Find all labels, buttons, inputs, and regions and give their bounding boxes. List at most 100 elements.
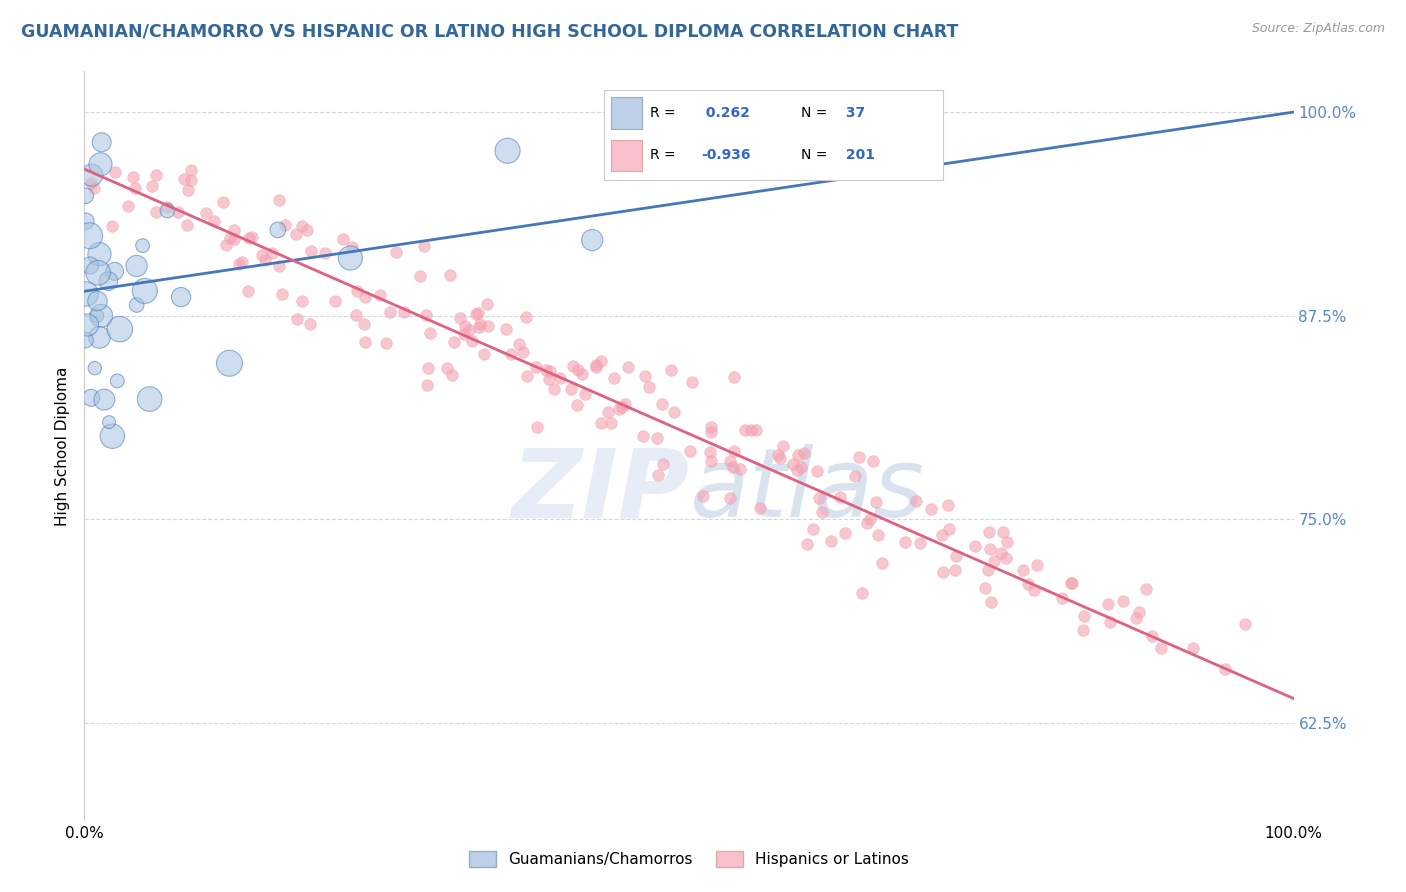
Point bbox=[87, 266, 110, 280]
Point bbox=[1135, 582, 1157, 596]
Point bbox=[990, 545, 1012, 559]
Point bbox=[105, 374, 128, 388]
Point bbox=[659, 362, 682, 376]
Point bbox=[645, 431, 668, 445]
Point bbox=[651, 457, 673, 471]
Point bbox=[607, 401, 630, 416]
Point bbox=[458, 323, 481, 337]
Point bbox=[141, 178, 163, 193]
Point bbox=[79, 228, 101, 243]
Point bbox=[567, 363, 589, 377]
Point bbox=[631, 429, 654, 443]
Point bbox=[613, 397, 636, 411]
Point bbox=[290, 219, 312, 234]
Point bbox=[766, 448, 789, 462]
Point bbox=[769, 451, 792, 466]
Point bbox=[945, 549, 967, 563]
Point bbox=[1097, 598, 1119, 612]
Point bbox=[156, 203, 179, 218]
Point bbox=[453, 327, 475, 342]
Point bbox=[219, 231, 242, 245]
Point bbox=[385, 245, 408, 260]
Point bbox=[228, 256, 250, 270]
Point bbox=[1025, 558, 1047, 573]
Point bbox=[416, 361, 439, 376]
Point bbox=[291, 294, 314, 309]
Point bbox=[212, 194, 235, 209]
Point bbox=[979, 541, 1001, 556]
Point bbox=[723, 444, 745, 458]
Point bbox=[808, 491, 831, 505]
Point bbox=[86, 293, 108, 308]
Point bbox=[938, 522, 960, 536]
Point bbox=[1098, 615, 1121, 630]
Point bbox=[516, 369, 538, 384]
Point bbox=[103, 264, 125, 278]
Point bbox=[314, 246, 336, 260]
Point bbox=[415, 309, 437, 323]
Point bbox=[983, 554, 1005, 568]
Point bbox=[561, 359, 583, 374]
Point bbox=[80, 176, 103, 190]
Point bbox=[439, 268, 461, 282]
Point bbox=[634, 369, 657, 384]
Point bbox=[1050, 591, 1073, 605]
Point bbox=[250, 248, 273, 262]
Point bbox=[75, 287, 97, 301]
Point bbox=[515, 310, 537, 324]
Point bbox=[772, 439, 794, 453]
Point bbox=[89, 157, 111, 171]
Point bbox=[354, 335, 377, 350]
Point bbox=[218, 356, 240, 370]
Point bbox=[340, 240, 363, 254]
Point bbox=[262, 246, 284, 260]
Point bbox=[80, 391, 103, 405]
Point bbox=[477, 319, 499, 334]
Point bbox=[581, 233, 603, 247]
Point bbox=[699, 445, 721, 459]
Point bbox=[789, 459, 811, 474]
Point bbox=[467, 306, 489, 320]
Point bbox=[936, 499, 959, 513]
Point bbox=[170, 290, 193, 304]
Point bbox=[202, 214, 225, 228]
Point bbox=[567, 398, 589, 412]
Point bbox=[700, 454, 723, 468]
Point bbox=[180, 173, 202, 187]
Point bbox=[585, 360, 607, 375]
Point bbox=[692, 489, 714, 503]
Point bbox=[413, 239, 436, 253]
Point bbox=[378, 305, 401, 319]
Point bbox=[138, 392, 160, 406]
Point bbox=[299, 317, 322, 331]
Point bbox=[1213, 662, 1236, 676]
Point bbox=[409, 269, 432, 284]
Point bbox=[512, 344, 534, 359]
Point bbox=[472, 347, 495, 361]
Point bbox=[134, 284, 156, 298]
Point bbox=[240, 229, 263, 244]
Point bbox=[441, 368, 464, 382]
Point bbox=[830, 490, 852, 504]
Point bbox=[1071, 623, 1094, 637]
Point bbox=[495, 322, 517, 336]
Point bbox=[496, 144, 519, 158]
Text: GUAMANIAN/CHAMORRO VS HISPANIC OR LATINO HIGH SCHOOL DIPLOMA CORRELATION CHART: GUAMANIAN/CHAMORRO VS HISPANIC OR LATINO… bbox=[21, 22, 959, 40]
Point bbox=[1073, 609, 1095, 624]
Point bbox=[1022, 583, 1045, 598]
Point bbox=[180, 163, 202, 178]
Point bbox=[253, 252, 276, 267]
Point bbox=[436, 360, 458, 375]
Point bbox=[1140, 628, 1163, 642]
Point bbox=[299, 244, 322, 258]
Point bbox=[80, 168, 103, 182]
Point bbox=[734, 423, 756, 437]
Point bbox=[974, 582, 997, 596]
Point bbox=[894, 534, 917, 549]
Point bbox=[859, 512, 882, 526]
Point bbox=[374, 335, 396, 350]
Point bbox=[461, 334, 484, 348]
Point bbox=[346, 284, 368, 298]
Point bbox=[83, 181, 105, 195]
Point bbox=[848, 450, 870, 464]
